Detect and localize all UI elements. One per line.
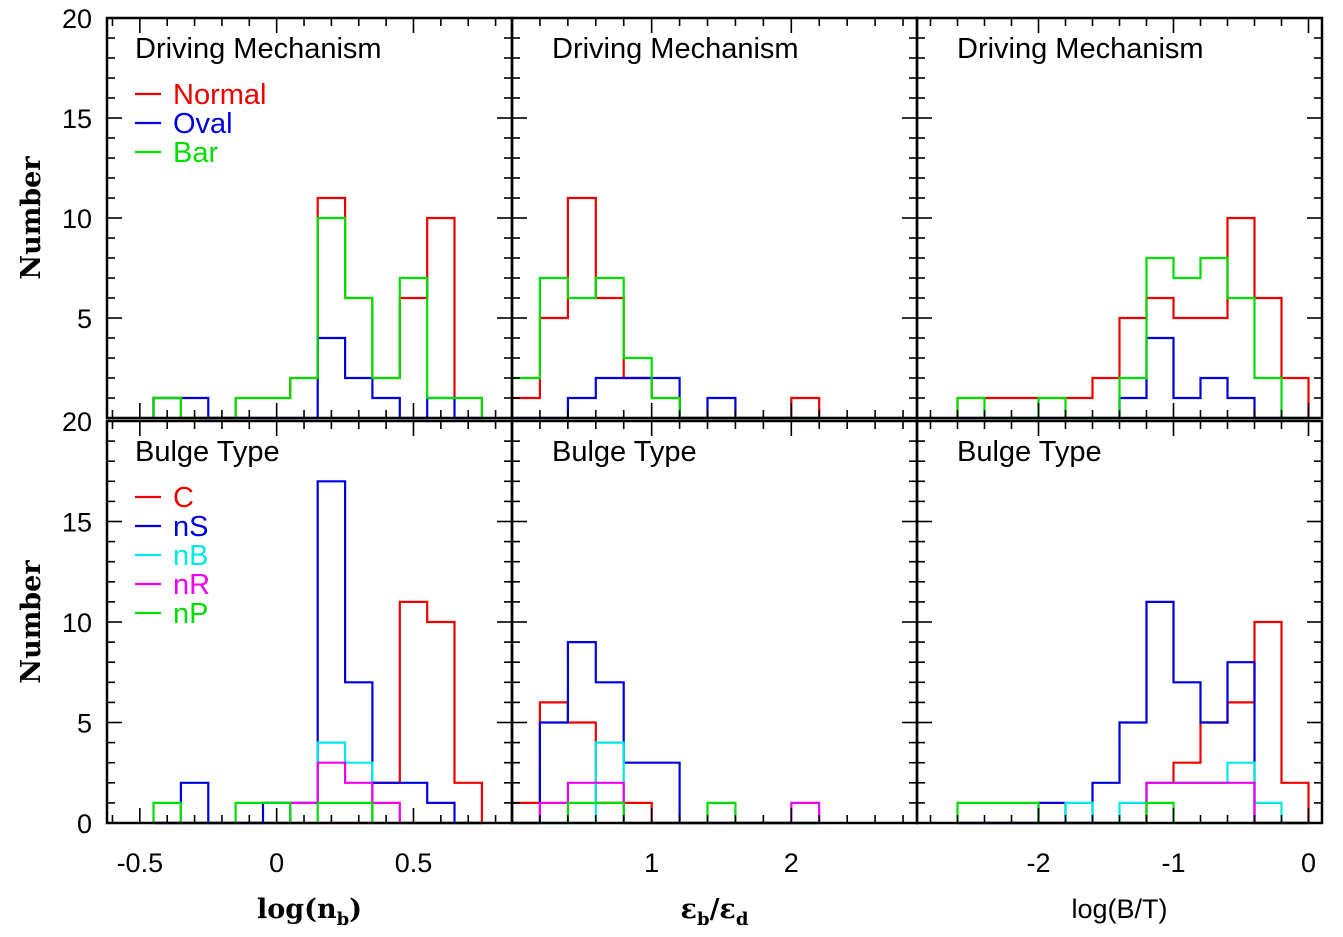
- hist-bar-series: [510, 276, 820, 420]
- x-tick-label: -1: [1161, 848, 1185, 878]
- x-axis-label: εb/εd: [681, 894, 749, 930]
- y-tick-label: 20: [62, 407, 92, 437]
- y-tick-label: 5: [77, 709, 92, 739]
- x-tick-label: 2: [784, 848, 799, 878]
- legend-label-oval: Oval: [173, 108, 233, 140]
- hist-ns-series: [957, 600, 1309, 825]
- panel-title: Bulge Type: [135, 436, 280, 468]
- legend-label-normal: Normal: [173, 79, 266, 111]
- y-tick-label: 10: [62, 608, 92, 638]
- x-axis-label: log(B/T): [1071, 894, 1167, 924]
- panel-1-2: Driving Mechanism: [510, 16, 919, 420]
- hist-oval-series: [152, 336, 482, 420]
- legend-label-nb: nB: [173, 540, 208, 572]
- legend-label-c: C: [173, 482, 194, 514]
- x-tick-label: 0: [1301, 848, 1316, 878]
- panel-title: Driving Mechanism: [552, 33, 799, 65]
- y-axis-label: Number: [16, 156, 47, 280]
- y-tick-label: 20: [62, 4, 92, 34]
- panel-frame: [510, 419, 919, 825]
- panel-frame: [510, 16, 919, 420]
- x-tick-label: 0.5: [395, 848, 433, 878]
- hist-np-series: [956, 801, 1309, 825]
- panel-1-3: Driving Mechanism: [915, 16, 1324, 420]
- panel-2-2: Bulge Type: [510, 419, 919, 825]
- legend-label-ns: nS: [173, 511, 208, 543]
- hist-normal-series: [510, 196, 821, 420]
- y-tick-label: 15: [62, 508, 92, 538]
- hist-nb-series: [957, 761, 1309, 825]
- x-tick-label: -2: [1026, 848, 1050, 878]
- hist-ns-series: [512, 641, 820, 825]
- hist-bar-series: [956, 256, 1309, 420]
- hist-nb-series: [512, 741, 820, 825]
- panel-title: Bulge Type: [552, 436, 697, 468]
- y-tick-label: 10: [62, 204, 92, 234]
- hist-np-series: [512, 801, 820, 825]
- x-tick-label: 0: [269, 848, 284, 878]
- hist-nr-series: [512, 781, 821, 825]
- hist-np-series: [152, 801, 482, 825]
- x-tick-label: -0.5: [117, 848, 164, 878]
- hist-ns-series: [153, 480, 482, 825]
- panel-title: Bulge Type: [957, 436, 1102, 468]
- hist-normal-series: [956, 216, 1310, 418]
- x-axis-label: log(nb): [257, 894, 362, 930]
- y-tick-label: 15: [62, 104, 92, 134]
- legend-label-np: nP: [173, 598, 208, 630]
- y-tick-label: 5: [77, 304, 92, 334]
- panel-title: Driving Mechanism: [957, 33, 1204, 65]
- panel-title: Driving Mechanism: [135, 33, 382, 65]
- panel-2-3: Bulge Type: [915, 419, 1324, 825]
- x-tick-label: 1: [644, 848, 659, 878]
- legend-label-nr: nR: [173, 569, 210, 601]
- y-axis-label: Number: [16, 560, 47, 684]
- y-tick-label: 0: [77, 809, 92, 839]
- legend-label-bar: Bar: [173, 137, 218, 169]
